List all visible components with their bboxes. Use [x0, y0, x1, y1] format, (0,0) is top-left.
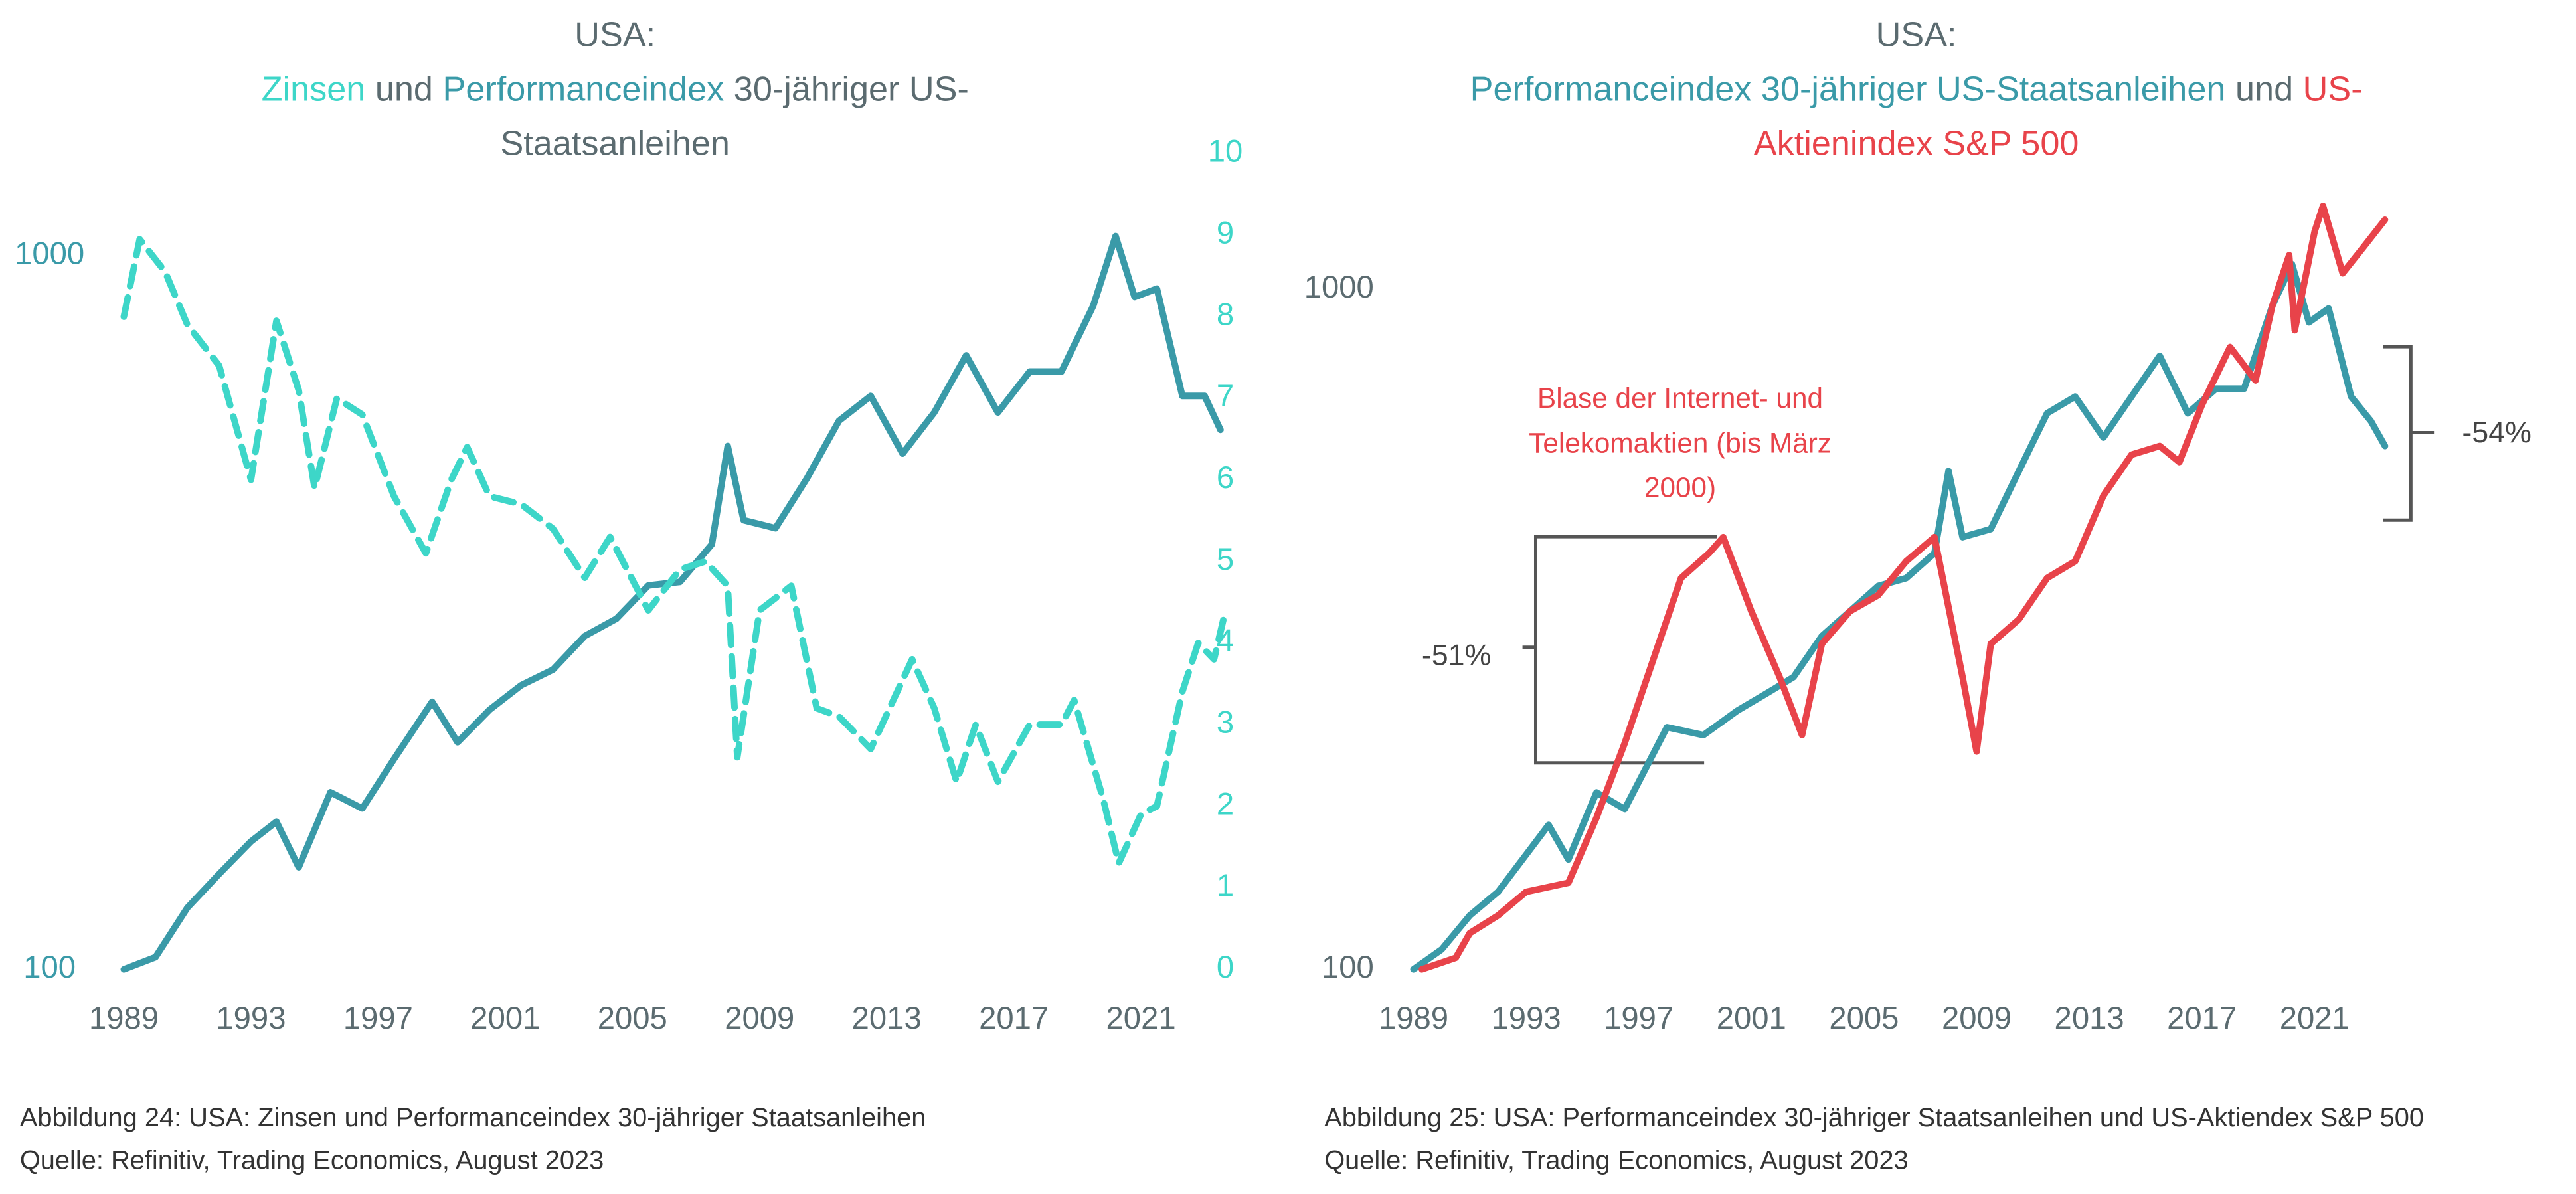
x-tick-label: 1997 — [1604, 1001, 1674, 1036]
y2-tick-label: 0 — [1217, 950, 1234, 985]
chart-title: USA: Performanceindex 30-jähriger US-Sta… — [1401, 8, 2433, 171]
title-line: USA: — [574, 16, 656, 55]
chart-title: USA: Zinsen und Performanceindex 30-jähr… — [165, 8, 1065, 171]
y2-tick-label: 5 — [1217, 542, 1234, 577]
y2-tick-label: 3 — [1217, 705, 1234, 740]
x-tick-label: 2005 — [598, 1001, 667, 1036]
caption-text: Abbildung 25: USA: Performanceindex 30-j… — [1324, 1104, 2424, 1133]
y-tick-label: 1000 — [15, 236, 84, 271]
series-line — [120, 236, 1227, 867]
y-tick-label: 1000 — [1304, 270, 1374, 305]
x-tick-label: 2009 — [1942, 1001, 2012, 1036]
x-tick-label: 2001 — [1717, 1001, 1786, 1036]
series-line — [120, 232, 1224, 973]
x-tick-label: 2009 — [725, 1001, 794, 1036]
title-joiner: und — [2235, 70, 2294, 110]
y-tick-label: 100 — [23, 950, 76, 985]
caption-text: Abbildung 24: USA: Zinsen und Performanc… — [19, 1104, 926, 1133]
x-tick-label: 2017 — [979, 1001, 1049, 1036]
x-tick-label: 2001 — [470, 1001, 540, 1036]
y2-tick-label: 2 — [1217, 786, 1234, 821]
caption: Abbildung 24: USA: Zinsen und Performanc… — [20, 1098, 926, 1184]
annotation: -54% — [2462, 416, 2531, 449]
title-series: Zinsen — [261, 70, 366, 110]
y2-tick-label: 10 — [1208, 134, 1243, 169]
title-line: USA: — [1875, 16, 1957, 55]
x-tick-label: 1989 — [89, 1001, 159, 1036]
annotation: -51% — [1422, 638, 1491, 671]
y-tick-label: 100 — [1322, 950, 1374, 985]
series-line — [1418, 203, 2389, 973]
x-tick-label: 2013 — [2055, 1001, 2124, 1036]
series-line — [1410, 260, 2389, 973]
title-series: US-Aktienindex S&P 500 — [1753, 70, 2363, 164]
bracket — [2383, 345, 2435, 522]
y2-tick-label: 6 — [1217, 460, 1234, 495]
y2-tick-label: 1 — [1217, 868, 1234, 903]
caption: Abbildung 25: USA: Performanceindex 30-j… — [1324, 1098, 2424, 1184]
y2-tick-label: 8 — [1217, 297, 1234, 332]
x-tick-label: 1997 — [343, 1001, 413, 1036]
x-tick-label: 2005 — [1829, 1001, 1899, 1036]
y2-tick-label: 7 — [1217, 379, 1234, 414]
y2-tick-label: 9 — [1217, 216, 1234, 251]
title-tail: 30-jähriger US-Staatsanleihen — [500, 70, 969, 164]
annotation: Blase der Internet- und Telekomaktien (b… — [1529, 383, 1832, 504]
x-tick-label: 1989 — [1379, 1001, 1448, 1036]
x-tick-label: 2013 — [852, 1001, 922, 1036]
x-tick-label: 1993 — [216, 1001, 286, 1036]
x-tick-label: 2021 — [2280, 1001, 2350, 1036]
title-series: Performanceindex 30-jähriger US-Staatsan… — [1470, 70, 2226, 110]
source-text: Quelle: Refinitiv, Trading Economics, Au… — [1324, 1148, 1909, 1176]
x-tick-label: 2017 — [2167, 1001, 2237, 1036]
x-tick-label: 1993 — [1492, 1001, 1561, 1036]
source-text: Quelle: Refinitiv, Trading Economics, Au… — [19, 1148, 604, 1176]
title-series: Performanceindex — [442, 70, 725, 110]
x-tick-label: 2021 — [1106, 1001, 1176, 1036]
title-joiner: und — [375, 70, 433, 110]
